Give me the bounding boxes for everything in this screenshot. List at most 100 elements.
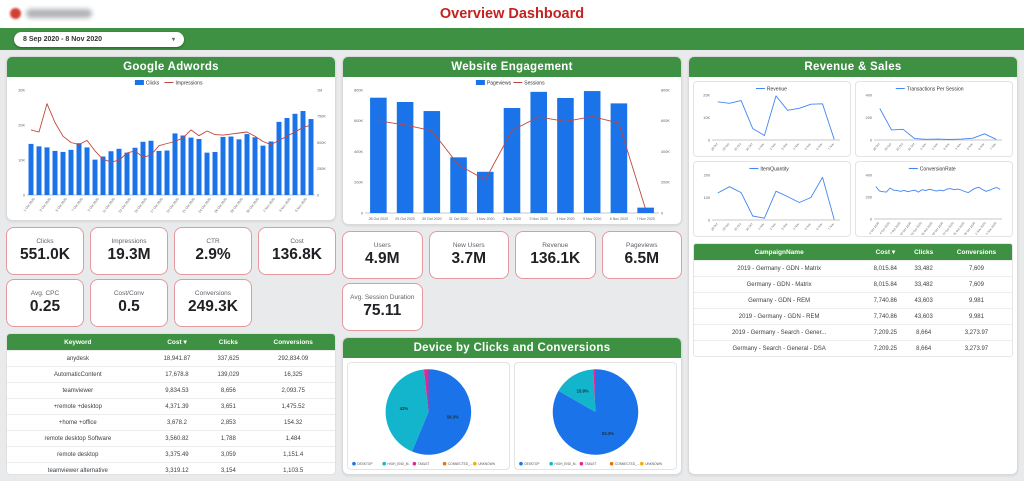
column-header-cost[interactable]: Cost ▾ [864, 244, 907, 261]
table-cell: Germany - GDN - Matrix [694, 276, 865, 293]
svg-text:10K: 10K [18, 158, 25, 162]
svg-text:4 Nov: 4 Nov [792, 142, 800, 151]
table-cell: 9,981 [940, 292, 1012, 309]
column-header-clicks[interactable]: Clicks [205, 334, 252, 351]
scorecard-revenue: Revenue 136.1K [515, 231, 596, 280]
svg-text:10K: 10K [703, 116, 710, 120]
itemquantity-mini-box: ItemQuantity 0 100 200 28 Oct 29 Oct 30 Oct 31 … [693, 161, 851, 237]
svg-text:0: 0 [870, 138, 872, 142]
table-cell: 1,484 [251, 430, 335, 447]
scorecard-label: Clicks [36, 238, 54, 246]
svg-text:2 Nov: 2 Nov [769, 142, 777, 151]
date-range-value: 8 Sep 2020 - 8 Nov 2020 [23, 35, 102, 43]
scorecard-label: Conversions [194, 290, 232, 298]
scorecard-label: Revenue [542, 242, 569, 250]
svg-text:2 Nov: 2 Nov [769, 222, 777, 231]
svg-text:9 Oct 2020: 9 Oct 2020 [87, 197, 100, 212]
table-cell: 3,059 [205, 446, 252, 463]
svg-text:4 Nov: 4 Nov [792, 222, 800, 231]
engagement-scorecards-row2: Avg. Session Duration 75.11 [342, 283, 682, 332]
table-cell: 43,603 [906, 308, 941, 325]
column-header-conversions[interactable]: Conversions [940, 244, 1012, 261]
panel-title-engagement: Website Engagement [343, 57, 681, 77]
svg-text:Pageviews: Pageviews [487, 80, 512, 86]
logo [10, 8, 92, 19]
svg-text:0: 0 [708, 138, 710, 142]
table-cell: 8,656 [205, 382, 252, 399]
scorecard-avg-session-duration: Avg. Session Duration 75.11 [342, 283, 423, 332]
svg-text:5 Nov: 5 Nov [804, 142, 812, 151]
svg-text:1 Nov: 1 Nov [757, 142, 765, 151]
table-cell: 292,834.09 [251, 350, 335, 367]
logo-blurred-text [26, 9, 92, 18]
revenue-mini-box: Revenue 0 10K 20K 28 Oct 29 Oct 30 Oct 31 Oct 1 … [693, 81, 851, 157]
devices-panel: Device by Clicks and Conversions 56.3% 42… [342, 337, 682, 475]
date-range-picker[interactable]: 8 Sep 2020 - 8 Nov 2020 ▾ [14, 31, 184, 47]
scorecard-label: Avg. Session Duration [350, 294, 415, 302]
svg-text:30 Oct: 30 Oct [895, 142, 904, 152]
svg-text:400: 400 [866, 93, 872, 97]
svg-text:30 Oct: 30 Oct [733, 222, 742, 232]
table-cell: anydesk [7, 350, 149, 367]
svg-text:2 Nov 2020: 2 Nov 2020 [503, 217, 521, 221]
scorecard-avg-cpc: Avg. CPC 0.25 [6, 279, 84, 328]
svg-text:Transactions Per Session: Transactions Per Session [907, 86, 964, 92]
top-header: Overview Dashboard [0, 0, 1024, 28]
svg-text:0: 0 [708, 218, 710, 222]
svg-text:3 Nov: 3 Nov [942, 142, 950, 151]
svg-text:56.3%: 56.3% [447, 415, 459, 420]
table-cell: teamviewer [7, 382, 149, 399]
svg-text:UNKNOWN: UNKNOWN [645, 462, 662, 466]
table-cell: 7,609 [940, 276, 1012, 293]
table-cell: 7,209.25 [864, 340, 907, 356]
svg-text:26 Oct 2020: 26 Oct 2020 [214, 197, 228, 214]
scorecard-value: 6.5M [624, 250, 659, 268]
table-cell: 7,609 [940, 260, 1012, 277]
table-cell: 3,319.12 [148, 462, 206, 475]
table-row: remote desktop Software 3,560.82 1,788 1,48… [7, 430, 335, 447]
table-cell: 9,981 [940, 308, 1012, 325]
scorecard-value: 0.5 [118, 298, 140, 316]
svg-text:5 Nov: 5 Nov [966, 142, 974, 151]
table-cell: +remote +desktop [7, 398, 149, 415]
svg-text:800K: 800K [661, 88, 670, 92]
svg-text:13 Oct 2020: 13 Oct 2020 [118, 197, 132, 214]
conversion-rate-chart: ConversionRate 0 200 400 1 Oct 2020 4 Oct 202… [857, 163, 1011, 235]
filter-bar: 8 Sep 2020 - 8 Nov 2020 ▾ [0, 28, 1024, 50]
svg-text:HIGH_END_M..: HIGH_END_M.. [388, 462, 411, 466]
clicks-by-device-pie: 56.3% 42% DESKTOP HIGH_END_M.. TABLET CONNECT… [348, 363, 509, 469]
table-row: Germany - GDN - Matrix 8,015.84 33,482 7,60… [694, 276, 1012, 293]
svg-text:DESKTOP: DESKTOP [524, 462, 539, 466]
svg-text:200K: 200K [661, 181, 670, 185]
table-row: +remote +desktop 4,371.39 3,651 1,475.52 [7, 398, 335, 415]
svg-text:400K: 400K [661, 150, 670, 154]
svg-text:1 Nov 2020: 1 Nov 2020 [476, 217, 494, 221]
scorecard-value: 0.25 [29, 298, 61, 316]
svg-text:200K: 200K [354, 181, 363, 185]
conversions-by-device-pie: 83.3% 15.9% DESKTOP HIGH_END_M.. TABLET CONNE… [515, 363, 676, 469]
column-header-campaignname[interactable]: CampaignName [694, 244, 865, 261]
svg-text:7 Nov 2020: 7 Nov 2020 [636, 217, 654, 221]
svg-text:15.9%: 15.9% [577, 389, 589, 394]
column-header-keyword[interactable]: Keyword [7, 334, 149, 351]
svg-text:200: 200 [866, 195, 872, 199]
table-cell: 2019 - Germany - GDN - Matrix [694, 260, 865, 277]
table-cell: +home +office [7, 414, 149, 431]
table-cell: remote desktop Software [7, 430, 149, 447]
table-cell: 4,371.39 [148, 398, 206, 415]
keywords-table: Keyword Cost ▾ Clicks Conversions anydesk 18,… [6, 333, 336, 475]
column-header-conversions[interactable]: Conversions [251, 334, 335, 351]
svg-text:6 Nov: 6 Nov [815, 142, 823, 151]
column-header-clicks[interactable]: Clicks [906, 244, 941, 261]
table-row: AutomaticContent 17,678.8 139,029 16,325 [7, 366, 335, 383]
svg-text:1 Nov 2020: 1 Nov 2020 [262, 197, 276, 213]
device-pies: 56.3% 42% DESKTOP HIGH_END_M.. TABLET CONNECT… [343, 358, 681, 474]
column-header-cost[interactable]: Cost ▾ [148, 334, 206, 351]
table-cell: 8,015.84 [864, 276, 907, 293]
svg-text:30 Oct: 30 Oct [733, 142, 742, 152]
svg-text:29 Oct: 29 Oct [884, 142, 893, 152]
svg-text:4 Nov 2020: 4 Nov 2020 [985, 221, 998, 235]
table-cell: 3,273.97 [940, 340, 1012, 356]
scorecard-value: 136.8K [272, 246, 322, 264]
svg-text:5 Nov 2020: 5 Nov 2020 [294, 197, 308, 213]
